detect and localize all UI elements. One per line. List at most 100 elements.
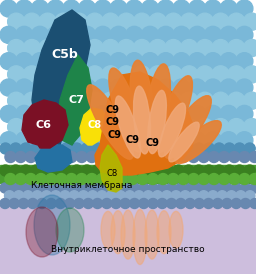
Circle shape <box>86 119 103 136</box>
Circle shape <box>106 191 116 201</box>
Circle shape <box>46 173 57 184</box>
Circle shape <box>16 132 33 149</box>
Ellipse shape <box>115 96 141 158</box>
Circle shape <box>231 183 241 193</box>
Ellipse shape <box>145 210 159 259</box>
Circle shape <box>39 13 56 30</box>
Circle shape <box>41 165 52 176</box>
Circle shape <box>23 13 40 30</box>
Circle shape <box>157 53 174 70</box>
Circle shape <box>0 143 11 154</box>
Circle shape <box>39 39 56 56</box>
Circle shape <box>137 152 148 162</box>
Circle shape <box>60 191 70 201</box>
Circle shape <box>157 79 174 96</box>
Circle shape <box>181 92 198 109</box>
Circle shape <box>143 191 153 201</box>
Circle shape <box>88 191 98 201</box>
Circle shape <box>142 26 158 43</box>
Circle shape <box>188 152 199 162</box>
Circle shape <box>46 183 56 193</box>
Circle shape <box>205 53 221 70</box>
Circle shape <box>79 105 96 122</box>
Circle shape <box>16 79 33 96</box>
Text: C8: C8 <box>88 120 102 130</box>
Circle shape <box>189 191 199 201</box>
Circle shape <box>194 183 204 193</box>
Circle shape <box>243 66 256 83</box>
Circle shape <box>214 165 225 176</box>
Circle shape <box>220 0 237 17</box>
Circle shape <box>163 165 174 176</box>
Circle shape <box>166 183 176 193</box>
Circle shape <box>32 191 42 201</box>
Circle shape <box>189 105 206 122</box>
Circle shape <box>196 13 213 30</box>
Ellipse shape <box>157 211 171 254</box>
Text: C8: C8 <box>106 170 118 178</box>
Circle shape <box>79 0 96 17</box>
Circle shape <box>74 198 84 209</box>
Circle shape <box>243 39 256 56</box>
Circle shape <box>41 143 52 154</box>
Circle shape <box>148 198 158 209</box>
Circle shape <box>234 165 245 176</box>
Circle shape <box>133 66 151 83</box>
Circle shape <box>5 152 16 162</box>
Ellipse shape <box>34 195 70 255</box>
Circle shape <box>30 165 41 176</box>
Circle shape <box>102 119 119 136</box>
Circle shape <box>63 26 80 43</box>
Circle shape <box>20 143 31 154</box>
Circle shape <box>56 183 66 193</box>
Circle shape <box>81 143 92 154</box>
Circle shape <box>16 26 33 43</box>
Circle shape <box>220 79 237 96</box>
Circle shape <box>37 183 47 193</box>
Circle shape <box>208 152 219 162</box>
Polygon shape <box>95 72 195 175</box>
Polygon shape <box>100 145 122 192</box>
Circle shape <box>23 92 40 109</box>
Circle shape <box>0 132 17 149</box>
Circle shape <box>212 119 229 136</box>
Circle shape <box>139 183 149 193</box>
Circle shape <box>212 13 229 30</box>
Circle shape <box>243 13 256 30</box>
Circle shape <box>185 183 195 193</box>
Circle shape <box>9 198 19 209</box>
Ellipse shape <box>109 68 143 152</box>
Circle shape <box>56 198 66 209</box>
Circle shape <box>189 26 206 43</box>
Circle shape <box>25 173 36 184</box>
Circle shape <box>212 66 229 83</box>
Circle shape <box>205 79 221 96</box>
Circle shape <box>125 191 135 201</box>
Circle shape <box>102 66 119 83</box>
Circle shape <box>157 183 167 193</box>
Circle shape <box>127 152 138 162</box>
Circle shape <box>37 198 47 209</box>
Circle shape <box>86 66 103 83</box>
Ellipse shape <box>133 86 151 154</box>
Text: C9: C9 <box>105 105 119 115</box>
Circle shape <box>102 165 113 176</box>
Circle shape <box>205 105 221 122</box>
Circle shape <box>147 152 158 162</box>
Ellipse shape <box>56 208 84 252</box>
Circle shape <box>23 191 33 201</box>
Circle shape <box>5 191 15 201</box>
Circle shape <box>180 191 190 201</box>
Ellipse shape <box>133 210 147 264</box>
Circle shape <box>236 26 253 43</box>
Circle shape <box>137 173 148 184</box>
Circle shape <box>168 173 179 184</box>
Circle shape <box>28 198 38 209</box>
Circle shape <box>194 198 204 209</box>
Circle shape <box>118 13 135 30</box>
Ellipse shape <box>130 60 154 148</box>
Circle shape <box>71 143 82 154</box>
Circle shape <box>173 79 190 96</box>
Circle shape <box>220 105 237 122</box>
Circle shape <box>118 66 135 83</box>
